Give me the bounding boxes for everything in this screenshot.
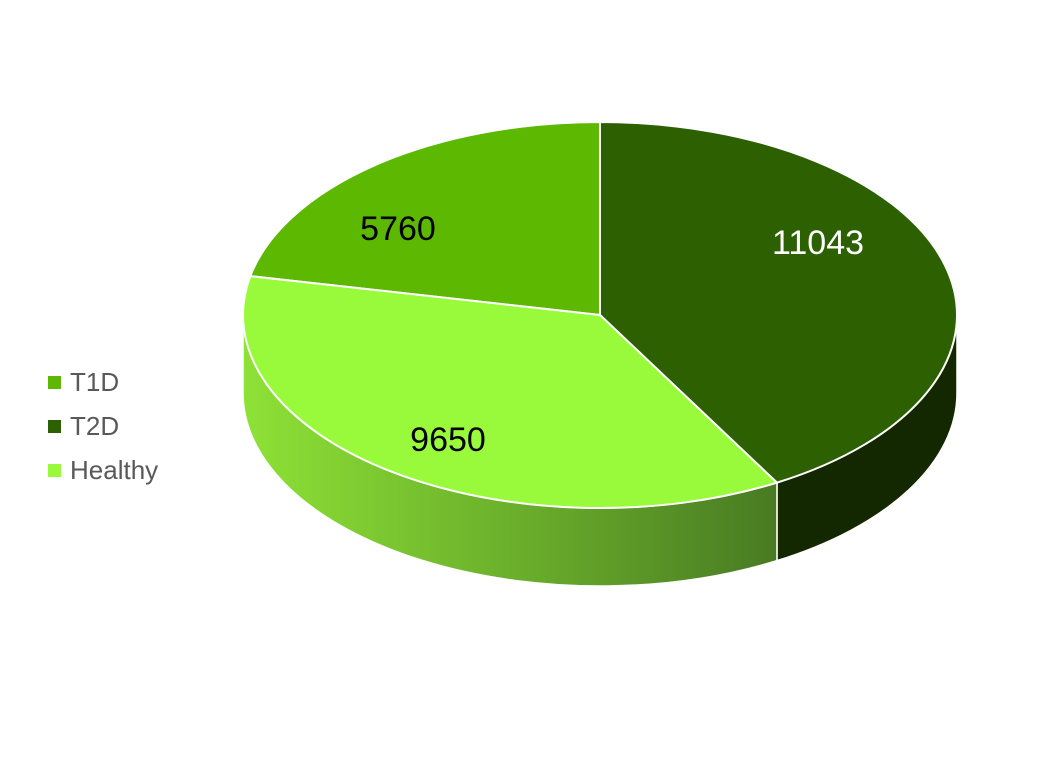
- legend-swatch-healthy: [48, 463, 61, 477]
- legend-item-t1d: T1D: [48, 360, 158, 404]
- legend-label-t2d: T2D: [70, 410, 120, 441]
- pie-labels: 5760 11043 9650: [360, 210, 864, 459]
- pie-slice-t2d: [599, 121, 958, 484]
- legend-swatch-t1d: [48, 375, 61, 389]
- pie-slice-t1d: [249, 121, 601, 316]
- legend-item-t2d: T2D: [48, 404, 158, 448]
- data-label-t2d: 11043: [772, 224, 864, 262]
- data-label-t1d: 5760: [360, 210, 436, 248]
- data-label-healthy: 9650: [410, 421, 486, 459]
- legend-swatch-t2d: [48, 419, 61, 433]
- legend-item-healthy: Healthy: [48, 448, 158, 492]
- legend-label-healthy: Healthy: [70, 454, 159, 485]
- pie-slice-healthy: [242, 275, 778, 509]
- legend: T1D T2D Healthy: [48, 360, 158, 492]
- legend-label-t1d: T1D: [70, 366, 120, 397]
- pie-slices: [242, 121, 958, 509]
